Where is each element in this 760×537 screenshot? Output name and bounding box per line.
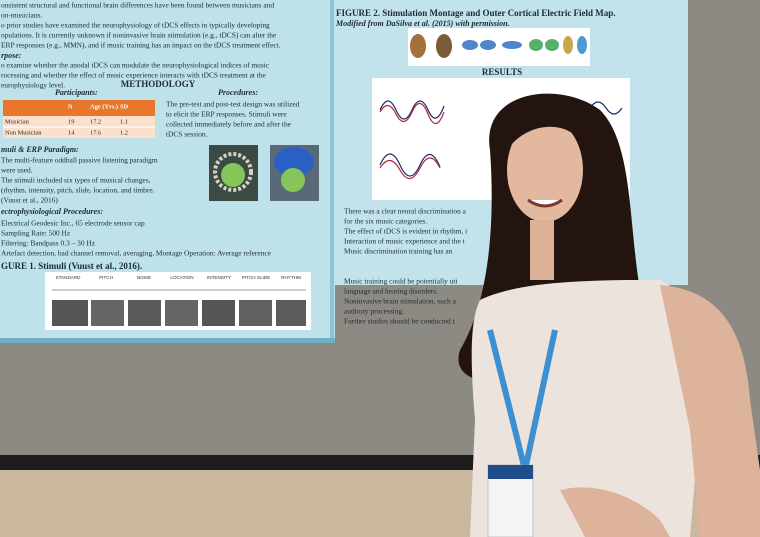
figure-2 — [408, 28, 590, 66]
head-model — [436, 34, 452, 58]
poster-text: onsistent structural and functional brai… — [1, 1, 274, 10]
head-model — [410, 34, 426, 58]
table-cell: 14 — [68, 129, 75, 136]
poster-text: Noninvasive brain stimulation, such a — [344, 297, 457, 306]
poster-text: The effect of tDCS is evident in rhythm,… — [344, 227, 467, 236]
poster-text: language and hearing disorders. — [344, 287, 438, 296]
poster-text: Electrical Geodesic Inc., 65 electrode s… — [1, 219, 145, 228]
poster-heading: RESULTS — [482, 67, 522, 77]
poster-text: o prior studies have examined the neurop… — [1, 21, 270, 30]
poster-heading: Participants: — [55, 88, 98, 97]
spectrograms — [52, 289, 306, 326]
table-cell: 19 — [68, 118, 74, 125]
poster-text: on-musicians. — [1, 11, 42, 20]
poster-text: (rhythm, intensity, pitch, slide, locati… — [1, 186, 155, 195]
poster-text: There was a clear neural discrimination … — [344, 207, 467, 216]
stimulus-label: PITCH — [99, 275, 113, 280]
table-cell: 1.2 — [120, 129, 128, 136]
poster-text: Filtering: Bandpass 0.3 – 30 Hz — [1, 239, 96, 248]
poster-text: Further studies should be conducted t — [344, 317, 456, 326]
poster-heading: Modified from DaSilva et al. (2015) with… — [335, 19, 510, 28]
poster-text: tDCS session. — [166, 130, 208, 139]
table-header-cell: SD — [120, 103, 129, 110]
poster-text: The stimuli included six types of musica… — [1, 176, 151, 185]
face-blur — [281, 168, 305, 192]
poster-text: (Vuust et al., 2016) — [1, 196, 58, 205]
poster-text: ERP responses (e.g., MMN), and if music … — [1, 41, 281, 50]
poster-heading: rpose: — [1, 51, 22, 60]
poster-heading: ectrophysiological Procedures: — [1, 207, 103, 216]
table-cell: 17.2 — [90, 118, 101, 125]
poster-heading: FIGURE 2. Stimulation Montage and Outer … — [336, 8, 616, 18]
poster-heading: muli & ERP Paradigm: — [1, 145, 79, 154]
stimulus-label: PITCH SLIDE — [242, 275, 270, 280]
poster-text: Sampling Rate: 500 Hz — [1, 229, 71, 238]
poster-text: Artefact detection, bad channel removal,… — [1, 249, 272, 258]
table-cell: Non Musician — [5, 129, 42, 136]
table-cell: Musician — [5, 118, 30, 125]
poster-text: Music training could be potentially uti — [344, 277, 458, 286]
poster-text: europhysiology level. — [1, 81, 65, 90]
poster-edge — [0, 338, 335, 343]
table-cell: 17.6 — [90, 129, 101, 136]
table-cell: 1.1 — [120, 118, 128, 125]
poster-text: opulations. It is currently unknown if n… — [1, 31, 277, 40]
face-blur — [221, 163, 245, 187]
poster-text: The pre-test and post-test design was ut… — [166, 100, 300, 109]
table-header — [3, 100, 155, 116]
stimulus-label: INTENSITY — [207, 275, 231, 280]
cap — [274, 147, 314, 177]
poster-text: rocessing and whether the effect of musi… — [1, 71, 267, 80]
poster-heading: GURE 1. Stimuli (Vuust et al., 2016). — [1, 261, 142, 271]
stimulus-label: RHYTHM — [281, 275, 301, 280]
erp-waves — [379, 100, 623, 180]
field-maps — [462, 36, 587, 54]
stimulus-label: STANDARD — [56, 275, 82, 280]
poster-text: collected immediately before and after t… — [166, 120, 292, 129]
stimulus-label: LOCATION — [170, 275, 193, 280]
poster-text: to elicit the ERP responses. Stimuli wer… — [166, 110, 287, 119]
poster-text: o examine whether the anodal tDCS can mo… — [1, 61, 270, 70]
poster-text: Music discrimination training has an — [344, 247, 453, 256]
poster-text: Interaction of music experience and the … — [344, 237, 466, 246]
cap — [213, 152, 253, 192]
poster-text: auditory processing. — [344, 307, 404, 316]
poster-text: The multi-feature oddball passive listen… — [1, 156, 158, 165]
poster-heading: METHODOLOGY — [121, 79, 196, 89]
poster-seam — [330, 0, 334, 343]
poster-heading: Procedures: — [218, 88, 258, 97]
stimulus-label: NOISE — [137, 275, 151, 280]
person — [458, 93, 760, 537]
poster-text: were used. — [1, 166, 33, 175]
table-header-cell: Age (Yrs.) — [90, 103, 118, 110]
table-header-cell: N — [68, 103, 73, 110]
poster-text: for the six music categories. — [344, 217, 427, 226]
